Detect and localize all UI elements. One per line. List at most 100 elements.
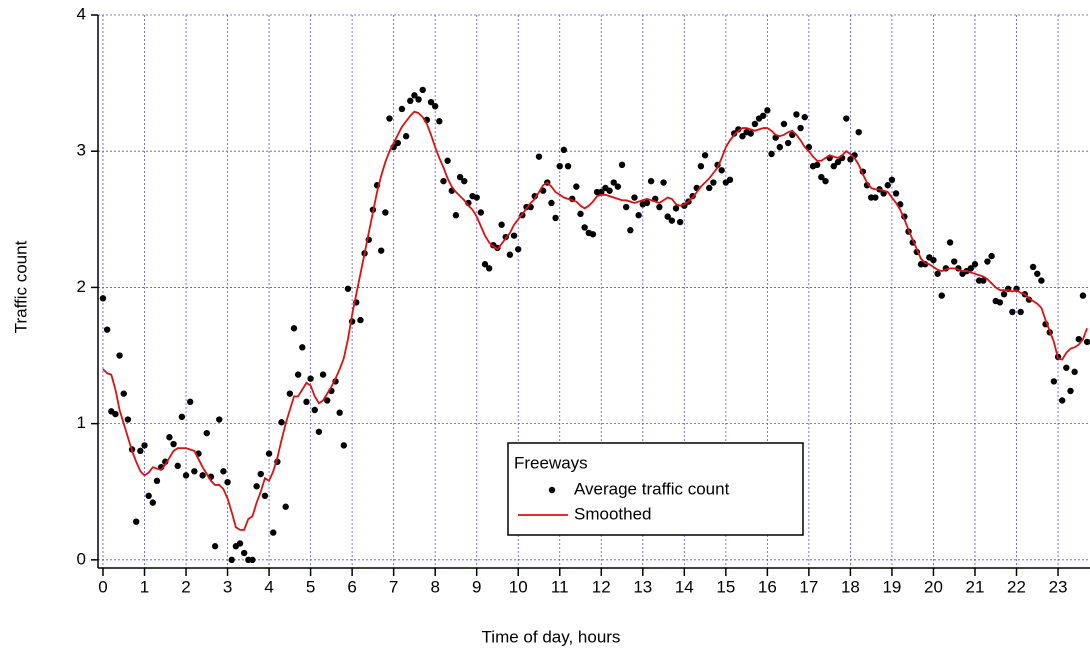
legend: Freeways Average traffic count Smoothed [507, 442, 804, 536]
data-point [967, 265, 975, 272]
data-point [1038, 277, 1045, 284]
data-point [930, 256, 937, 264]
data-point [444, 157, 451, 164]
x-tick-label: 9 [472, 577, 481, 596]
data-point [149, 499, 157, 506]
data-point [452, 212, 460, 219]
data-point [407, 97, 414, 105]
data-point [735, 126, 742, 133]
data-point [485, 265, 493, 272]
x-tick-label: 7 [389, 577, 398, 596]
data-point [278, 419, 285, 426]
data-point [137, 447, 144, 455]
data-point [664, 213, 671, 220]
data-point [760, 112, 767, 119]
data-point [660, 179, 667, 186]
data-point [498, 221, 505, 228]
data-point [307, 375, 314, 382]
y-tick-label: 2 [77, 277, 86, 296]
data-point [614, 183, 622, 190]
data-point [261, 492, 269, 500]
data-point [768, 150, 775, 158]
data-point [112, 410, 119, 418]
data-point [386, 115, 393, 122]
data-point [747, 130, 754, 137]
y-tick-label: 0 [77, 549, 86, 568]
x-tick-label: 2 [181, 577, 190, 596]
data-point [377, 247, 385, 254]
x-tick-label: 14 [675, 577, 694, 596]
data-point [224, 478, 231, 486]
data-point [461, 177, 468, 185]
data-point [120, 390, 127, 397]
data-point [178, 413, 186, 421]
legend-symbol [548, 486, 556, 494]
data-point [739, 133, 746, 140]
data-point [456, 173, 464, 181]
data-point [174, 462, 181, 470]
x-tick-label: 21 [966, 577, 985, 596]
data-point [203, 429, 210, 437]
data-point [622, 203, 630, 211]
data-point [847, 156, 854, 163]
data-point [431, 103, 439, 110]
x-tick-label: 13 [633, 577, 652, 596]
data-point [996, 299, 1004, 306]
data-point [764, 107, 771, 114]
data-point [240, 549, 248, 557]
x-tick-label: 23 [1049, 577, 1068, 596]
data-point [627, 227, 634, 234]
data-point [577, 210, 584, 218]
data-point [419, 86, 426, 94]
data-point [589, 231, 597, 238]
data-point [718, 167, 725, 174]
data-point [170, 440, 177, 448]
data-point [656, 203, 663, 211]
data-point [726, 176, 734, 184]
data-point [793, 111, 800, 118]
data-point [984, 258, 991, 265]
data-point [988, 252, 995, 260]
smoothed-line [102, 110, 1088, 531]
data-point [706, 184, 713, 192]
data-point [855, 128, 862, 136]
data-point [186, 398, 194, 406]
data-point [971, 261, 979, 268]
data-point [647, 177, 655, 185]
data-point [145, 492, 152, 500]
data-point [270, 529, 277, 536]
legend-label: Smoothed [574, 504, 652, 523]
data-point [394, 139, 402, 147]
x-tick-label: 1 [140, 577, 149, 596]
data-point [643, 199, 651, 207]
data-point [398, 105, 406, 113]
data-point [676, 218, 684, 226]
data-point [402, 133, 410, 140]
data-point [1025, 296, 1033, 303]
data-point [315, 428, 323, 435]
data-point [556, 162, 563, 170]
legend-box [507, 442, 804, 536]
data-point [610, 179, 617, 186]
x-tick-label: 18 [841, 577, 860, 596]
data-point [892, 190, 900, 197]
data-point [515, 246, 522, 253]
data-point [166, 434, 173, 441]
data-point [1071, 368, 1078, 376]
y-tick-label: 4 [77, 4, 86, 23]
data-point [510, 232, 518, 239]
data-point [153, 477, 161, 485]
data-point [236, 540, 244, 547]
data-point [672, 205, 680, 212]
x-tick-label: 6 [347, 577, 356, 596]
data-point [872, 194, 879, 201]
data-point [199, 472, 206, 479]
x-tick-label: 5 [306, 577, 315, 596]
data-point [249, 556, 256, 564]
data-point [477, 209, 485, 216]
data-point [506, 251, 514, 258]
data-point [103, 326, 111, 333]
data-point [1075, 335, 1082, 343]
data-point [697, 162, 705, 170]
data-point [257, 470, 264, 478]
